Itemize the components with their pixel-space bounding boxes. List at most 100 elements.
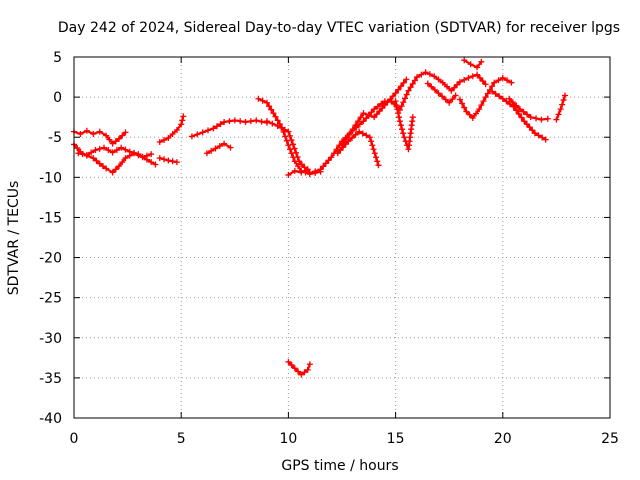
data-point bbox=[431, 73, 438, 80]
series-line bbox=[287, 168, 309, 176]
data-marker bbox=[480, 98, 487, 105]
data-marker bbox=[428, 83, 435, 90]
data-point bbox=[474, 64, 481, 71]
data-marker bbox=[529, 127, 536, 134]
series-trace-p bbox=[456, 74, 515, 121]
data-marker bbox=[426, 71, 433, 78]
data-marker bbox=[88, 149, 95, 156]
data-point bbox=[405, 87, 412, 94]
data-marker bbox=[112, 166, 119, 173]
data-point bbox=[366, 134, 373, 141]
data-point bbox=[178, 121, 185, 128]
data-point bbox=[263, 99, 270, 106]
data-point bbox=[203, 150, 210, 157]
data-point bbox=[122, 129, 129, 136]
data-marker bbox=[496, 93, 503, 100]
data-marker bbox=[293, 149, 300, 156]
data-marker bbox=[442, 96, 449, 103]
data-point bbox=[101, 144, 108, 151]
data-marker bbox=[161, 137, 168, 144]
data-marker bbox=[402, 95, 409, 102]
series-trace-m bbox=[388, 69, 489, 113]
data-point bbox=[435, 90, 442, 97]
y-tick-label: 0 bbox=[53, 90, 62, 106]
data-marker bbox=[400, 79, 407, 86]
data-marker bbox=[247, 118, 254, 125]
data-marker bbox=[93, 157, 100, 164]
data-point bbox=[371, 114, 378, 121]
series-line bbox=[463, 59, 483, 69]
data-marker bbox=[409, 80, 416, 87]
data-marker bbox=[301, 164, 308, 171]
data-marker bbox=[555, 111, 562, 118]
data-point bbox=[298, 169, 305, 176]
data-marker bbox=[370, 146, 377, 153]
data-marker bbox=[217, 121, 224, 128]
data-marker bbox=[216, 143, 223, 150]
data-marker bbox=[397, 122, 404, 129]
data-point bbox=[422, 69, 429, 76]
data-marker bbox=[333, 146, 340, 153]
data-point bbox=[446, 99, 453, 106]
data-point bbox=[285, 142, 292, 149]
data-marker bbox=[226, 118, 233, 125]
data-marker bbox=[295, 163, 302, 170]
data-marker bbox=[454, 81, 461, 88]
data-point bbox=[116, 135, 123, 142]
data-marker bbox=[139, 153, 146, 160]
data-marker bbox=[473, 110, 479, 117]
series-line bbox=[458, 76, 513, 120]
data-marker bbox=[368, 109, 375, 116]
data-marker bbox=[461, 76, 468, 83]
data-point bbox=[456, 78, 463, 85]
data-marker bbox=[278, 124, 285, 131]
data-marker bbox=[520, 108, 527, 115]
data-point bbox=[306, 361, 313, 368]
data-point bbox=[516, 106, 523, 113]
data-point bbox=[242, 118, 249, 125]
data-point bbox=[317, 166, 324, 173]
data-marker bbox=[407, 84, 414, 91]
data-marker bbox=[397, 83, 404, 90]
y-tick-label: -40 bbox=[39, 411, 62, 427]
x-tick-label: 15 bbox=[387, 431, 405, 447]
data-marker bbox=[349, 135, 356, 142]
series-trace-c bbox=[75, 144, 159, 168]
data-marker bbox=[399, 126, 406, 133]
data-marker bbox=[161, 156, 168, 163]
data-point bbox=[553, 116, 560, 123]
data-point bbox=[285, 171, 292, 178]
data-point bbox=[103, 165, 110, 172]
series-trace-n bbox=[392, 98, 416, 153]
data-point bbox=[360, 110, 367, 117]
data-marker bbox=[105, 147, 112, 154]
grid-layer bbox=[74, 57, 610, 418]
y-tick-label: 5 bbox=[53, 50, 62, 66]
data-point bbox=[291, 167, 298, 174]
data-marker bbox=[119, 132, 126, 139]
data-marker bbox=[418, 71, 425, 78]
data-marker bbox=[459, 100, 466, 107]
data-point bbox=[92, 147, 99, 154]
series-trace-f bbox=[188, 117, 270, 140]
data-point bbox=[482, 81, 489, 88]
data-marker bbox=[289, 141, 296, 148]
data-point bbox=[135, 151, 142, 158]
data-point bbox=[439, 79, 446, 86]
data-point bbox=[212, 145, 219, 152]
data-point bbox=[148, 151, 155, 158]
y-tick-label: -5 bbox=[48, 130, 62, 146]
data-marker bbox=[274, 117, 281, 124]
x-axis-label: GPS time / hours bbox=[281, 458, 398, 474]
data-point bbox=[521, 118, 528, 125]
data-marker bbox=[281, 126, 288, 133]
data-marker bbox=[295, 368, 302, 375]
data-marker bbox=[79, 151, 86, 158]
series-trace-e bbox=[156, 113, 187, 146]
data-marker bbox=[266, 103, 273, 110]
series-layer bbox=[71, 57, 568, 378]
data-marker bbox=[560, 97, 567, 104]
data-marker bbox=[435, 76, 442, 83]
data-marker bbox=[400, 130, 407, 137]
data-marker bbox=[294, 154, 301, 161]
